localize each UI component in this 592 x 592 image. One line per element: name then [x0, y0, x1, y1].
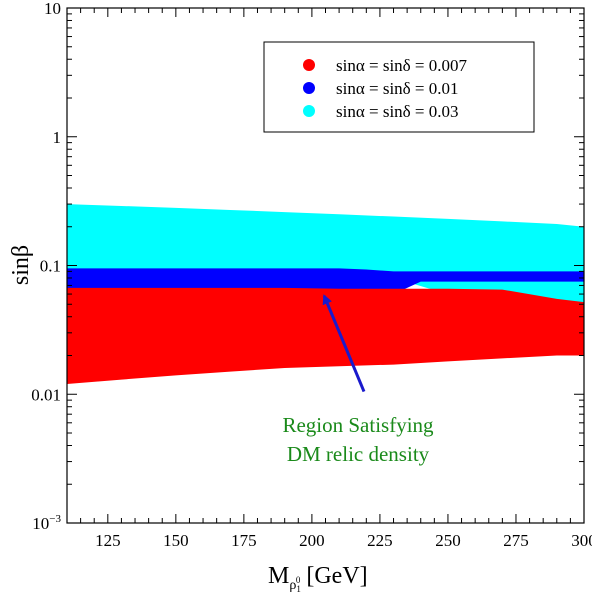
x-axis-label-unit: [GeV] — [306, 563, 367, 589]
x-tick-label-5: 250 — [435, 531, 461, 550]
annotation-line-1: Region Satisfying — [282, 413, 434, 437]
legend-label-2: sinα = sinδ = 0.03 — [336, 102, 459, 121]
x-axis-label-main: M — [268, 563, 289, 589]
x-axis-label: Mρ10 [GeV] — [268, 563, 368, 592]
y-tick-label-2: 0.1 — [40, 257, 61, 276]
legend: sinα = sinδ = 0.007 sinα = sinδ = 0.01 sin… — [263, 41, 535, 133]
legend-marker-0 — [303, 59, 315, 71]
annotation-arrow — [322, 294, 366, 393]
data-bands — [67, 204, 584, 385]
x-tick-label-2: 175 — [231, 531, 257, 550]
x-axis-label-supsub: 0 — [296, 575, 301, 585]
y-tick-label-0: 10 — [44, 0, 61, 18]
x-tick-label-3: 200 — [299, 531, 325, 550]
series-band-2 — [67, 287, 584, 385]
y-axis-label: sinβ — [8, 245, 34, 285]
x-tick-label-1: 150 — [163, 531, 189, 550]
y-tick-label-1: 1 — [53, 128, 62, 147]
x-tick-label-0: 125 — [95, 531, 121, 550]
annotation-line-2: DM relic density — [287, 442, 430, 466]
x-tick-label-4: 225 — [367, 531, 393, 550]
x-axis-label-subsub: 1 — [296, 584, 301, 592]
legend-marker-1 — [303, 82, 315, 94]
series-band-1 — [67, 268, 584, 295]
x-tick-label-6: 275 — [503, 531, 529, 550]
x-tick-label-7: 300 — [571, 531, 592, 550]
legend-label-0: sinα = sinδ = 0.007 — [336, 56, 468, 75]
y-tick-label-4: 10−3 — [32, 513, 61, 533]
legend-label-1: sinα = sinδ = 0.01 — [336, 79, 459, 98]
axis-tick-labels: 125 150 175 200 225 250 275 300 10 1 0.1 0.01 10−3 — [31, 0, 592, 550]
y-tick-label-3: 0.01 — [31, 385, 61, 404]
annotation: Region Satisfying DM relic density — [282, 294, 434, 466]
x-axis-label-sub: ρ — [289, 578, 296, 592]
axis-ticks — [67, 7, 585, 524]
legend-marker-2 — [303, 105, 315, 117]
